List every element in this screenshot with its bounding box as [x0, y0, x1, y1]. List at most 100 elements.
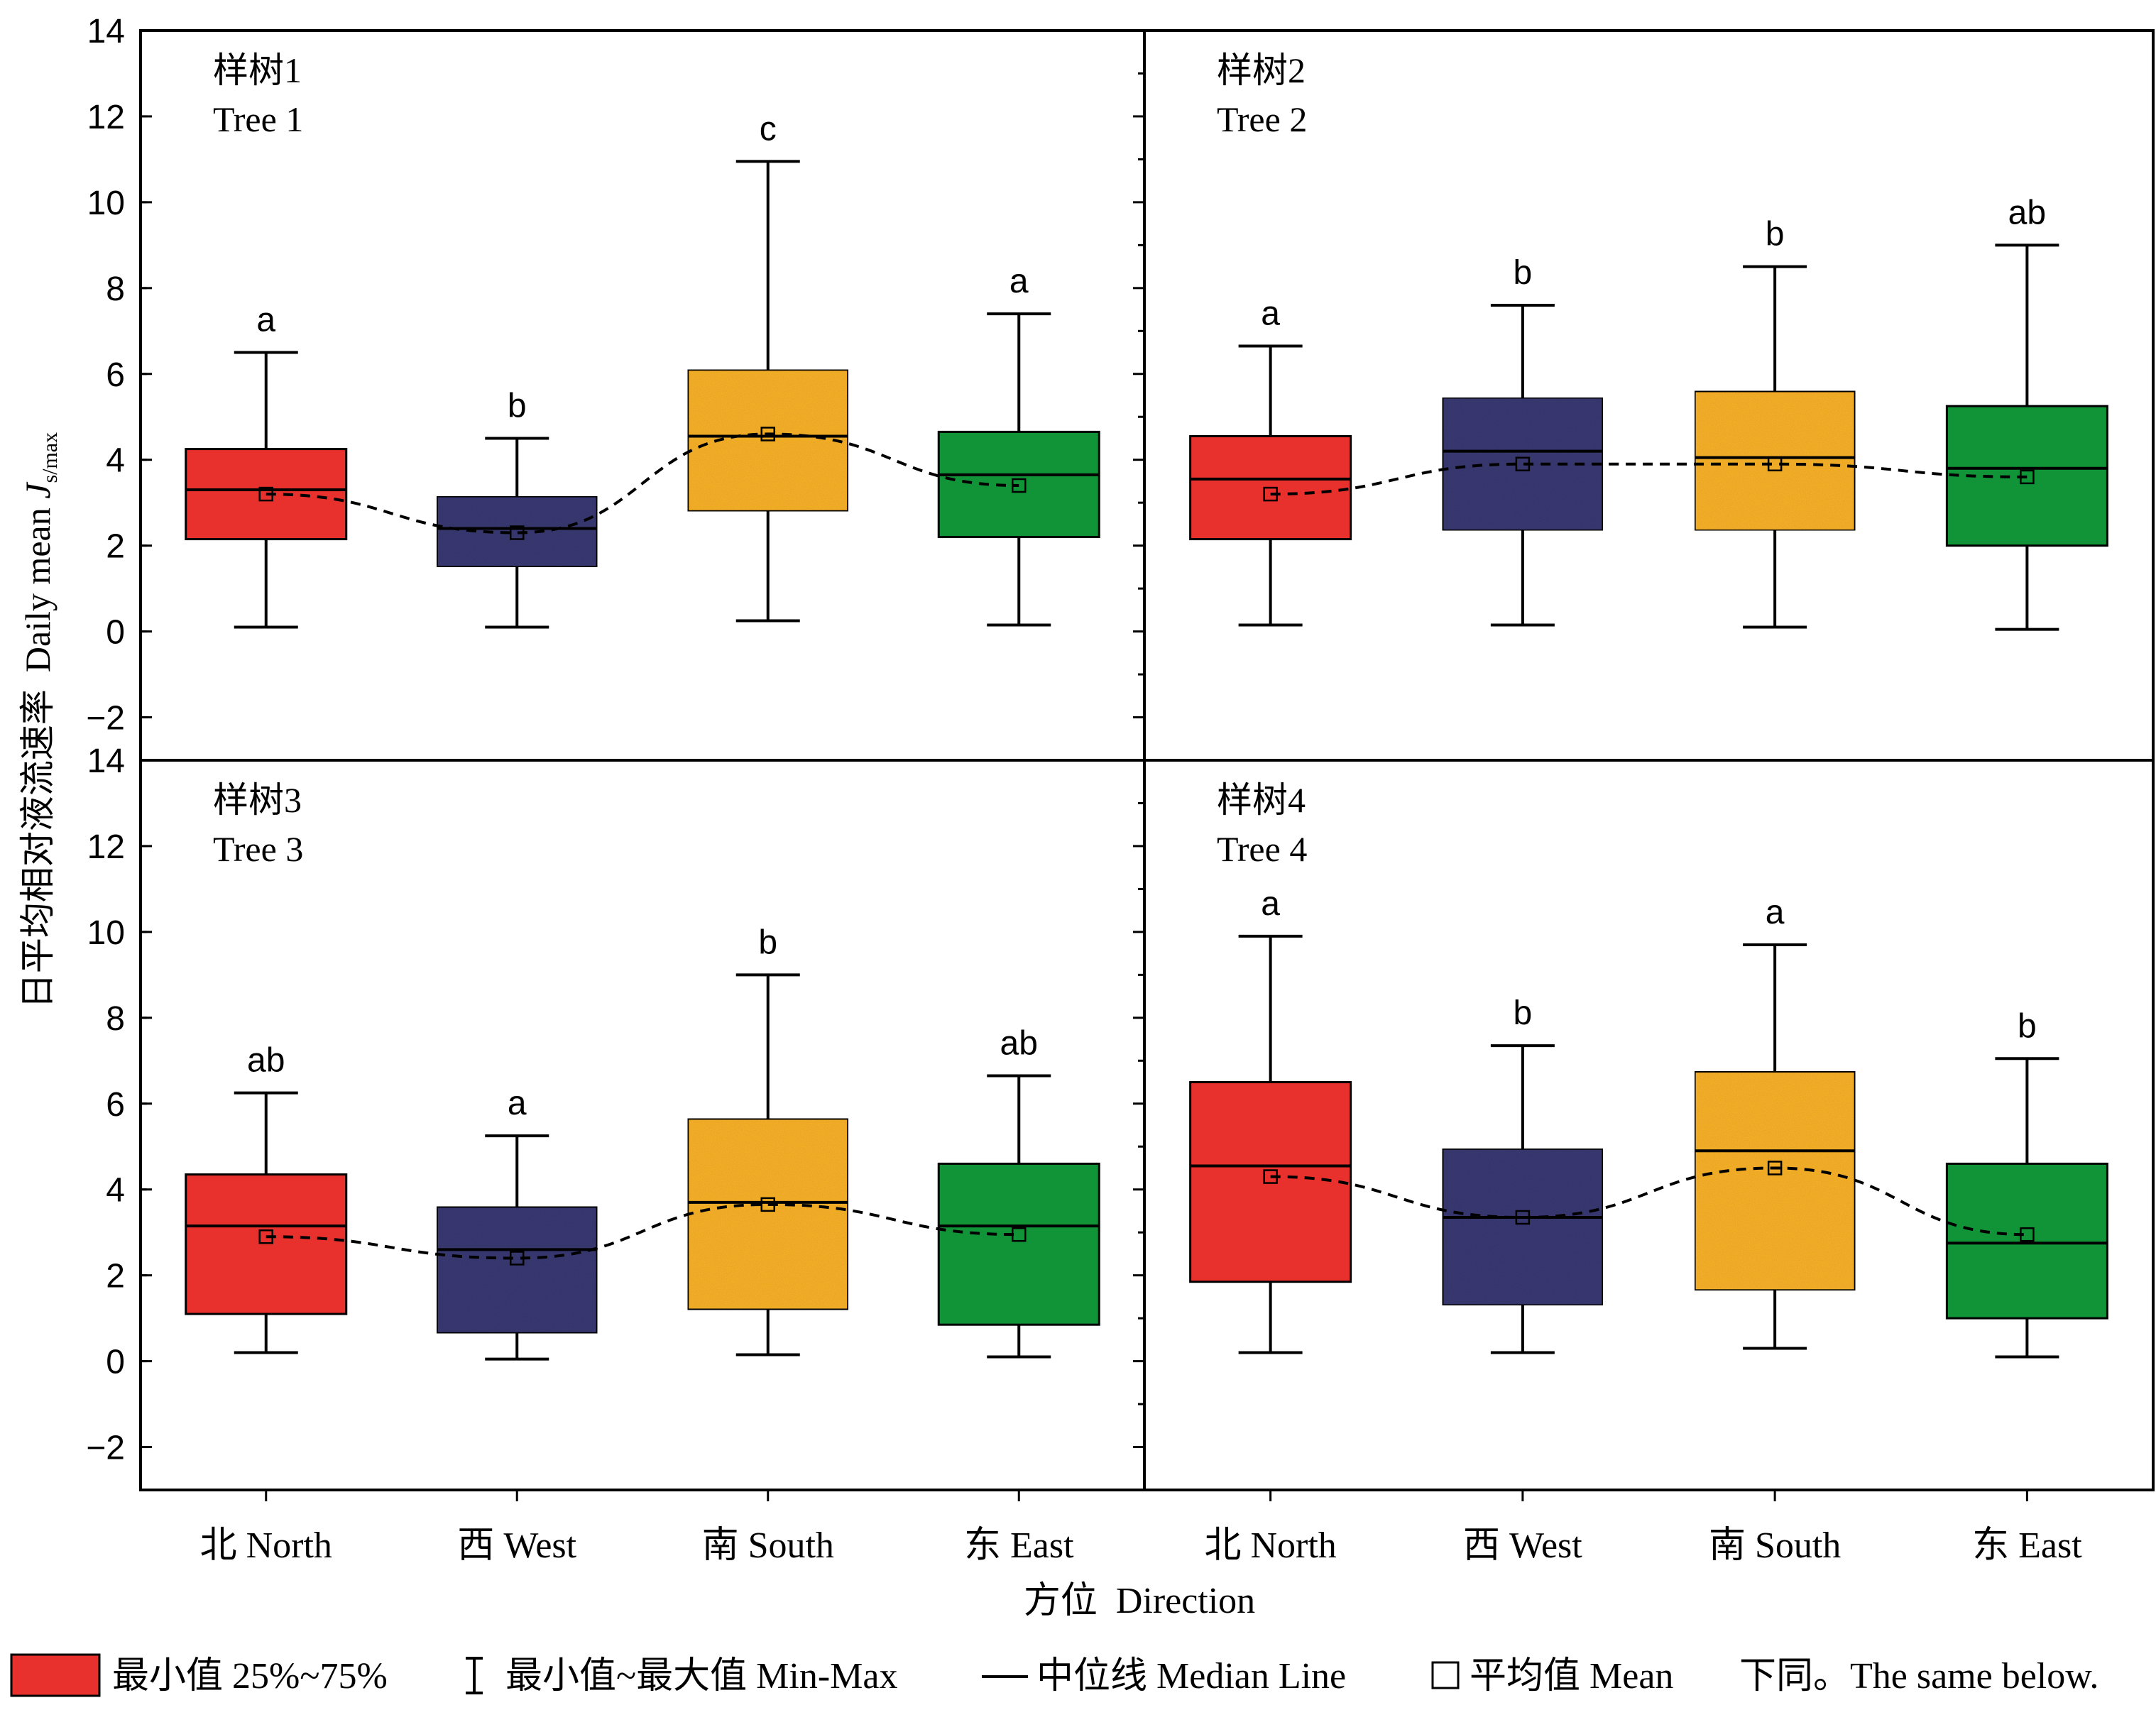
- box-2: b: [1441, 254, 1604, 627]
- significance-letter: b: [758, 923, 777, 961]
- box-iqr: [937, 1162, 1100, 1326]
- significance-letter: b: [508, 387, 527, 424]
- significance-letter: c: [760, 110, 777, 148]
- significance-letter: b: [1514, 994, 1533, 1032]
- y-axis-title-en: Daily mean: [18, 499, 58, 672]
- box-2: b: [1441, 994, 1604, 1354]
- legend-mean-label: 平均值 Mean: [1470, 1656, 1673, 1697]
- y-tick-label: 12: [87, 99, 125, 136]
- box-iqr: [1441, 1147, 1604, 1307]
- significance-letter: b: [1766, 216, 1785, 253]
- x-axis-title: 方位 Direction: [1024, 1581, 1255, 1621]
- y-tick-label: 2: [106, 1258, 125, 1295]
- box-iqr: [435, 495, 598, 569]
- legend-box-label: 最小值 25%~75%: [112, 1656, 388, 1697]
- x-tick-label: 西 West: [457, 1525, 576, 1566]
- box-iqr: [1693, 1070, 1856, 1292]
- y-tick-label: 4: [106, 442, 125, 480]
- x-tick-label: 北 North: [1204, 1525, 1336, 1566]
- x-tick-label: 南 South: [702, 1525, 834, 1566]
- panel-1: 样树1 Tree 1 a b c a −2 0 2 4 6 8 10 12 14: [86, 13, 1100, 738]
- mean-trend-line: [266, 1202, 1019, 1260]
- y-tick-label: 8: [106, 1000, 125, 1038]
- box-3: a: [1693, 894, 1856, 1350]
- significance-letter: ab: [2008, 194, 2046, 231]
- panel-4: 样树4 Tree 4 a b a b: [1133, 759, 2108, 1449]
- significance-letter: a: [1766, 894, 1785, 931]
- box-1: a: [1189, 295, 1352, 627]
- y-tick-label: 4: [106, 1172, 125, 1210]
- box-3: b: [1693, 216, 1856, 629]
- y-tick-label: 8: [106, 270, 125, 308]
- y-axis-title: 日平均相对液流速率 Daily mean Js/max: [18, 432, 62, 1009]
- significance-letter: ab: [1000, 1024, 1038, 1062]
- y-tick-label: 14: [87, 742, 125, 780]
- x-tick-label: 东 East: [1972, 1525, 2082, 1566]
- y-tick-label: −2: [86, 700, 125, 738]
- legend-box-swatch: [10, 1653, 101, 1697]
- box-iqr: [435, 1205, 598, 1334]
- legend-median-label: 中位线 Median Line: [1036, 1656, 1346, 1697]
- box-4: ab: [1945, 194, 2108, 631]
- mean-trend-line: [1270, 1166, 2028, 1237]
- plot-frame: [139, 29, 2155, 1491]
- panel-title-zh: 样树2: [1217, 50, 1306, 90]
- legend-whisker-label: 最小值~最大值 Min-Max: [505, 1656, 897, 1697]
- y-tick-label: 10: [87, 914, 125, 952]
- y-tick-label: 0: [106, 614, 125, 652]
- significance-letter: b: [1514, 254, 1533, 292]
- mid-ticks-2: [1133, 29, 1144, 719]
- significance-letter: a: [1261, 885, 1280, 923]
- y-axis-title-subscript: s/max: [38, 432, 62, 483]
- box-iqr: [1189, 1081, 1352, 1283]
- y-axis-title-zh: 日平均相对液流速率: [18, 689, 58, 1009]
- y-tick-label: −2: [86, 1430, 125, 1467]
- significance-letter: a: [1009, 263, 1029, 300]
- box-4: b: [1945, 1007, 2108, 1359]
- legend-mean-icon: [1431, 1661, 1460, 1689]
- mean-trend-line: [266, 432, 1019, 535]
- x-axis: 北 North 西 West 南 South 东 East 北 North 西 West 南…: [200, 1490, 2082, 1566]
- x-tick-label: 北 North: [200, 1525, 332, 1566]
- legend-whisker-icon: [466, 1657, 483, 1694]
- box-1: a: [1189, 885, 1352, 1354]
- legend: 最小值 25%~75% 最小值~最大值 Min-Max 中位线 Median L…: [10, 1653, 2098, 1697]
- box-3: b: [686, 923, 850, 1357]
- box-iqr: [1693, 390, 1856, 532]
- panel-title-en: Tree 1: [213, 99, 303, 139]
- y-tick-label: 6: [106, 1086, 125, 1124]
- mean-marker: [1012, 478, 1027, 493]
- y-tick-label: 2: [106, 528, 125, 566]
- box-iqr: [185, 1173, 348, 1315]
- y-tick-label: 10: [87, 185, 125, 222]
- significance-letter: a: [508, 1085, 527, 1122]
- y-axis-1: −2 0 2 4 6 8 10 12 14: [86, 13, 152, 738]
- box-3: c: [686, 110, 850, 623]
- panel-title-zh: 样树4: [1217, 780, 1306, 820]
- panel-title-zh: 样树1: [213, 50, 302, 90]
- x-tick-label: 东 East: [964, 1525, 1074, 1566]
- box-2: a: [435, 1085, 598, 1361]
- y-tick-label: 12: [87, 828, 125, 866]
- legend-note: 下同。The same below.: [1739, 1656, 2098, 1697]
- mean-marker: [1767, 1161, 1783, 1175]
- box-2: b: [435, 387, 598, 629]
- mean-trend-line: [1270, 462, 2028, 496]
- y-tick-label: 14: [87, 13, 125, 50]
- significance-letter: a: [256, 302, 275, 339]
- panel-title-en: Tree 3: [213, 829, 303, 869]
- significance-letter: a: [1261, 295, 1280, 332]
- box-1: ab: [185, 1042, 348, 1354]
- y-axis-title-symbol: J: [18, 481, 58, 499]
- box-1: a: [185, 302, 348, 629]
- y-tick-label: 0: [106, 1344, 125, 1381]
- box-iqr: [686, 1117, 850, 1311]
- box-4: ab: [937, 1024, 1100, 1359]
- panel-title-en: Tree 4: [1217, 829, 1307, 869]
- y-tick-label: 6: [106, 356, 125, 394]
- significance-letter: b: [2018, 1007, 2037, 1045]
- significance-letter: ab: [247, 1042, 285, 1080]
